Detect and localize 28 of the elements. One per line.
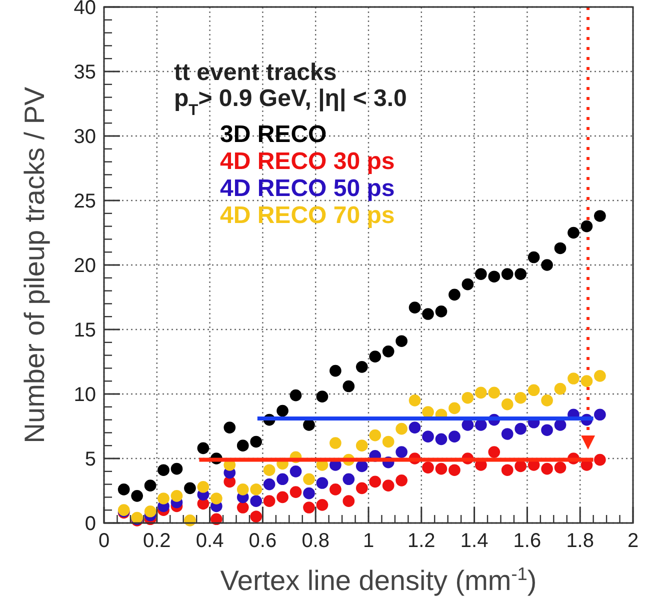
y-axis-title: Number of pileup tracks / PV [19,86,50,444]
x-tick-label: 0.2 [142,530,171,552]
text: 3D RECO [220,121,327,148]
y-tick-label: 25 [74,190,96,212]
y-tick-label: 40 [74,0,96,19]
y-tick-label: 20 [74,255,96,277]
y-tick-label: 10 [74,384,96,406]
x-tick-label: 1.6 [513,530,542,552]
y-tick-label: 0 [84,513,96,535]
text: 4D RECO 50 ps [220,175,395,202]
text: 4D RECO 30 ps [220,148,395,175]
x-tick-label: 1.2 [407,530,436,552]
x-tick-label: 0.8 [302,530,330,552]
text: p$_{T}$> 0.9 GeV, |η| < 3.0 [174,85,407,118]
text: tt event tracks [174,59,337,86]
x-tick-label: 1 [362,530,374,552]
y-tick-label: 15 [74,320,96,342]
x-tick-label: 1.8 [566,530,594,552]
x-tick-label: 0.6 [248,530,277,552]
y-tick-label: 5 [84,448,96,470]
text: 4D RECO 70 ps [220,202,395,229]
x-tick-label: 1.4 [460,530,488,552]
y-tick-label: 30 [74,126,96,148]
x-axis-title: Vertex line density (mm$^{-1}$) [220,564,537,596]
x-tick-label: 2 [627,530,639,552]
x-tick-label: 0.4 [196,530,224,552]
x-tick-label: 0 [98,530,110,552]
y-tick-label: 35 [74,62,96,84]
